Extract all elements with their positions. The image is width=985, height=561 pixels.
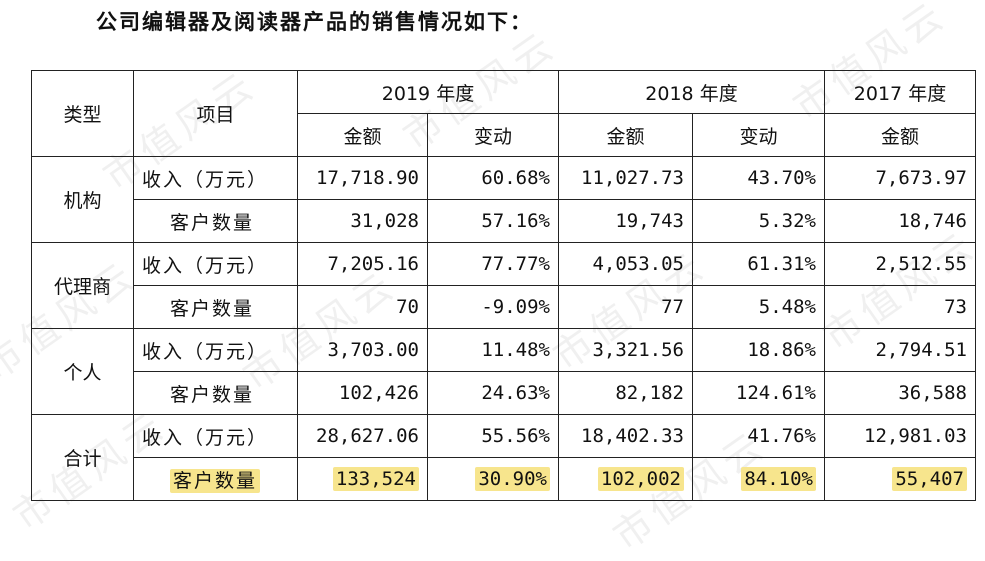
table-row: 机构 收入（万元） 17,718.90 60.68% 11,027.73 43.… [31, 156, 976, 243]
cell-value: 18.86% [692, 328, 825, 372]
cell-value: 43.70% [692, 156, 825, 200]
cell-value: 60.68% [427, 156, 559, 200]
header-year-2018: 2018 年度 [558, 70, 825, 114]
header-amount: 金额 [824, 113, 976, 157]
header-row-years: 类型 项目 2019 年度 2018 年度 2017 年度 [31, 70, 976, 157]
category-institution: 机构 [31, 156, 134, 243]
cell-value: 19,743 [558, 199, 693, 243]
table-row: 合计 收入（万元） 28,627.06 55.56% 18,402.33 41.… [31, 414, 976, 501]
item-customers: 客户数量 [133, 457, 298, 501]
cell-value: 2,512.55 [824, 242, 976, 286]
header-year-2019: 2019 年度 [297, 70, 559, 114]
cell-value: 12,981.03 [824, 414, 976, 458]
item-customers: 客户数量 [133, 285, 298, 329]
cell-value: 36,588 [824, 371, 976, 415]
header-row-sub: 金额 变动 金额 变动 金额 [32, 113, 976, 157]
highlight-mark: 102,002 [597, 467, 684, 491]
cell-value: 18,402.33 [558, 414, 693, 458]
highlight-mark: 30.90% [475, 467, 550, 491]
cell-value: 57.16% [427, 199, 559, 243]
item-customers: 客户数量 [133, 371, 298, 415]
item-revenue: 收入（万元） [133, 156, 298, 200]
cell-value: 55.56% [427, 414, 559, 458]
cell-value: 124.61% [692, 371, 825, 415]
cell-value: 73 [824, 285, 976, 329]
cell-value: 18,746 [824, 199, 976, 243]
highlight-mark: 84.10% [741, 467, 816, 491]
header-amount: 金额 [297, 113, 428, 157]
category-agent: 代理商 [31, 242, 134, 329]
sales-table: 类型 项目 2019 年度 2018 年度 2017 年度 金额 变动 金额 变… [31, 70, 976, 501]
item-revenue: 收入（万元） [133, 328, 298, 372]
cell-value: 30.90% [427, 457, 559, 501]
item-customers: 客户数量 [133, 199, 298, 243]
cell-value: 3,321.56 [558, 328, 693, 372]
cell-value: 82,182 [558, 371, 693, 415]
header-amount: 金额 [558, 113, 693, 157]
header-item: 项目 [133, 70, 298, 157]
cell-value: 24.63% [427, 371, 559, 415]
cell-value: 31,028 [297, 199, 428, 243]
item-revenue: 收入（万元） [133, 242, 298, 286]
cell-value: -9.09% [427, 285, 559, 329]
header-change: 变动 [427, 113, 559, 157]
cell-value: 11.48% [427, 328, 559, 372]
cell-value: 7,673.97 [824, 156, 976, 200]
table-row: 客户数量 31,028 57.16% 19,743 5.32% 18,746 [32, 199, 976, 243]
table-row: 代理商 收入（万元） 7,205.16 77.77% 4,053.05 61.3… [31, 242, 976, 329]
header-year-2017: 2017 年度 [824, 70, 976, 114]
cell-value: 70 [297, 285, 428, 329]
cell-value: 84.10% [692, 457, 825, 501]
highlight-mark: 55,407 [892, 467, 967, 491]
cell-value: 28,627.06 [297, 414, 428, 458]
cell-value: 102,426 [297, 371, 428, 415]
header-type: 类型 [31, 70, 134, 157]
category-total: 合计 [31, 414, 134, 501]
page-heading: 公司编辑器及阅读器产品的销售情况如下： [96, 9, 533, 34]
highlight-mark: 客户数量 [170, 468, 261, 493]
category-individual: 个人 [31, 328, 134, 415]
cell-value: 3,703.00 [297, 328, 428, 372]
table-row: 客户数量 70 -9.09% 77 5.48% 73 [32, 285, 976, 329]
cell-value: 55,407 [824, 457, 976, 501]
cell-value: 61.31% [692, 242, 825, 286]
cell-value: 77 [558, 285, 693, 329]
cell-value: 17,718.90 [297, 156, 428, 200]
cell-value: 4,053.05 [558, 242, 693, 286]
cell-value: 41.76% [692, 414, 825, 458]
cell-value: 77.77% [427, 242, 559, 286]
cell-value: 5.32% [692, 199, 825, 243]
cell-value: 102,002 [558, 457, 693, 501]
header-change: 变动 [692, 113, 825, 157]
cell-value: 7,205.16 [297, 242, 428, 286]
highlight-mark: 133,524 [332, 467, 419, 491]
cell-value: 133,524 [297, 457, 428, 501]
cell-value: 5.48% [692, 285, 825, 329]
table-row: 个人 收入（万元） 3,703.00 11.48% 3,321.56 18.86… [31, 328, 976, 415]
item-revenue: 收入（万元） [133, 414, 298, 458]
table-row: 客户数量 102,426 24.63% 82,182 124.61% 36,58… [32, 371, 976, 415]
cell-value: 2,794.51 [824, 328, 976, 372]
table-row-highlighted: 客户数量 133,524 30.90% 102,002 84.10% 55,40… [32, 457, 976, 501]
cell-value: 11,027.73 [558, 156, 693, 200]
